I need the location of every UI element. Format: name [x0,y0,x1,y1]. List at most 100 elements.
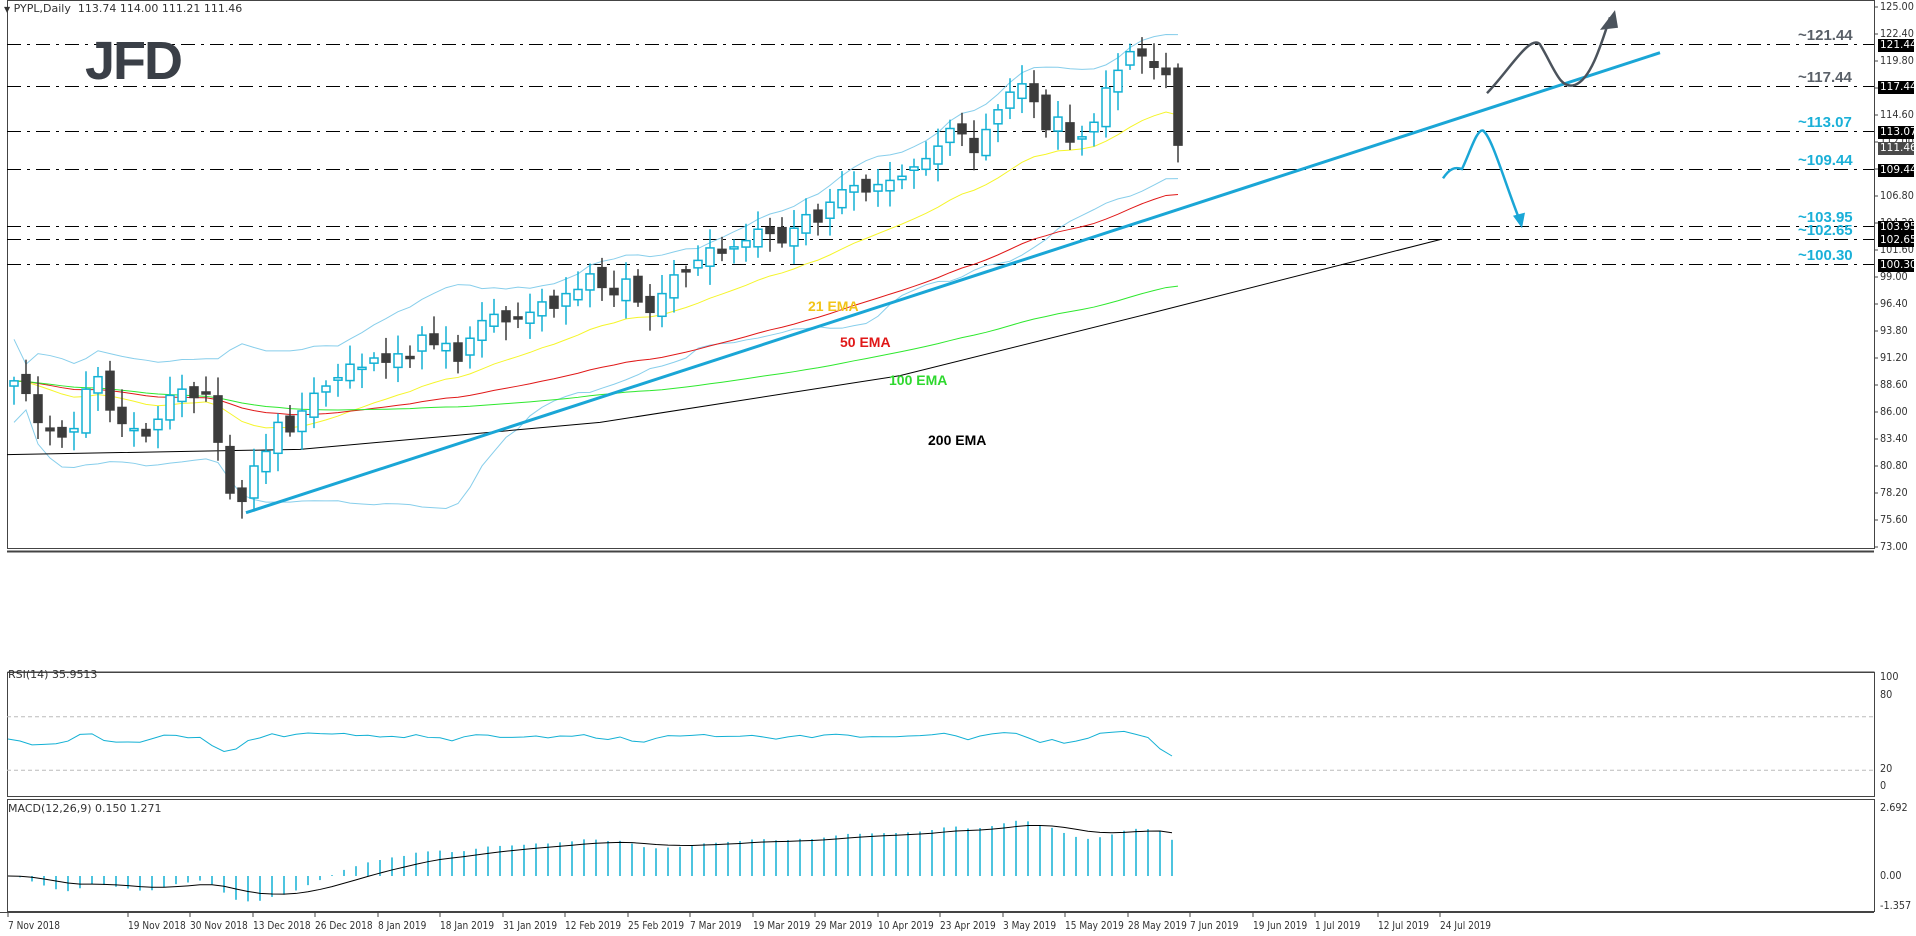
x-tick-label: 19 Nov 2018 [128,919,186,932]
bull-candle [1101,87,1111,128]
bear-candle [1173,67,1183,146]
price-tag: 113.07 [1878,125,1916,139]
rsi-axis-label: 100 [1880,670,1899,683]
rsi-pane [7,672,1875,797]
bull-candle [837,189,847,209]
bear-candle [381,353,391,363]
x-tick-label: 19 Mar 2019 [753,919,811,932]
bull-candle [357,366,367,371]
bull-candle [825,201,835,219]
bear-candle [681,269,691,273]
bear-candle [453,342,463,362]
ema-100-line [13,285,1179,411]
bull-candle [669,274,679,299]
ema100-label: 100 EMA [889,372,948,388]
ohlc-values: 113.74 114.00 111.21 111.46 [77,2,243,15]
bear-candle [1065,122,1075,143]
bull-candle [525,311,535,324]
rsi-axis-label: 0 [1880,779,1887,792]
x-tick-label: 7 Jun 2019 [1190,919,1239,932]
y-tick-label: 88.60 [1880,378,1908,391]
bull-candle [621,278,631,302]
current-price-tag: 111.46 [1878,142,1916,155]
bull-candle [705,247,715,267]
bearish-scenario-arrow [1441,129,1522,222]
bull-candle [801,213,811,234]
bear-candle [285,415,295,433]
bull-candle [441,342,451,352]
y-tick-label: 114.60 [1880,108,1914,121]
ema21-label: 21 EMA [808,298,859,314]
level-label: ~102.65 [1798,221,1853,239]
y-tick-label: 122.40 [1880,27,1914,40]
collapse-arrow-icon[interactable]: ▼ [4,5,11,14]
x-tick-label: 29 Mar 2019 [815,919,873,932]
y-tick-label: 99.00 [1880,270,1908,283]
bull-candle [993,109,1003,125]
bear-candle [1041,94,1051,131]
bull-candle [153,418,163,431]
bull-candle [417,334,427,352]
bull-candle [297,410,307,433]
bull-candle [1125,50,1135,66]
rsi-axis-label: 20 [1880,762,1893,775]
bull-candle [885,179,895,192]
bear-candle [861,178,871,193]
x-tick-label: 8 Jan 2019 [378,919,427,932]
bear-candle [513,316,523,320]
y-tick-label: 86.00 [1880,405,1908,418]
bullish-scenario-arrow [1486,17,1612,95]
bull-candle [693,259,703,269]
bear-candle [213,395,223,443]
bear-candle [813,209,823,223]
bear-candle [225,445,235,494]
bear-candle [105,370,115,411]
arrow-head-down [1513,212,1525,229]
y-tick-label: 75.60 [1880,513,1908,526]
bull-candle [393,353,403,369]
macd-axis-label: -1.357 [1880,899,1912,912]
bear-candle [21,373,31,395]
bear-candle [57,426,67,438]
bull-candle [309,392,319,418]
bull-candle [585,273,595,291]
macd-signal-line [7,825,1173,895]
bull-candle [1053,116,1063,132]
bull-candle [261,450,271,473]
rsi-axis-label: 80 [1880,688,1893,701]
y-tick-label: 73.00 [1880,540,1908,553]
macd-axis-label: 0.00 [1880,869,1902,882]
x-tick-label: 15 May 2019 [1065,919,1124,932]
x-tick-label: 10 Apr 2019 [878,919,934,932]
bull-candle [489,313,499,327]
symbol-label: PYPL,Daily [13,2,71,15]
bull-candle [1077,136,1087,140]
level-label: ~117.44 [1798,68,1852,86]
x-tick-label: 7 Mar 2019 [690,919,742,932]
arrow-head-up [1600,10,1618,30]
ema200-label: 200 EMA [928,432,987,448]
bull-candle [9,380,19,387]
y-tick-label: 96.40 [1880,297,1908,310]
bull-candle [921,157,931,171]
y-tick-label: 83.40 [1880,432,1908,445]
bull-candle [897,175,907,181]
bear-candle [957,123,967,135]
price-tag: 121.44 [1878,38,1916,52]
bear-candle [1161,67,1171,76]
level-label: ~113.07 [1798,113,1852,131]
ema-21-line [13,111,1179,429]
y-tick-label: 119.80 [1880,54,1914,67]
bull-candle [789,227,799,247]
bull-candle [981,128,991,157]
bull-candle [165,394,175,421]
bull-candle [369,357,379,364]
bear-candle [141,428,151,437]
bull-candle [345,363,355,382]
bull-candle [873,183,883,192]
bull-candle [741,239,751,248]
bull-candle [321,385,331,393]
bear-candle [201,391,211,395]
x-tick-label: 23 Apr 2019 [940,919,996,932]
